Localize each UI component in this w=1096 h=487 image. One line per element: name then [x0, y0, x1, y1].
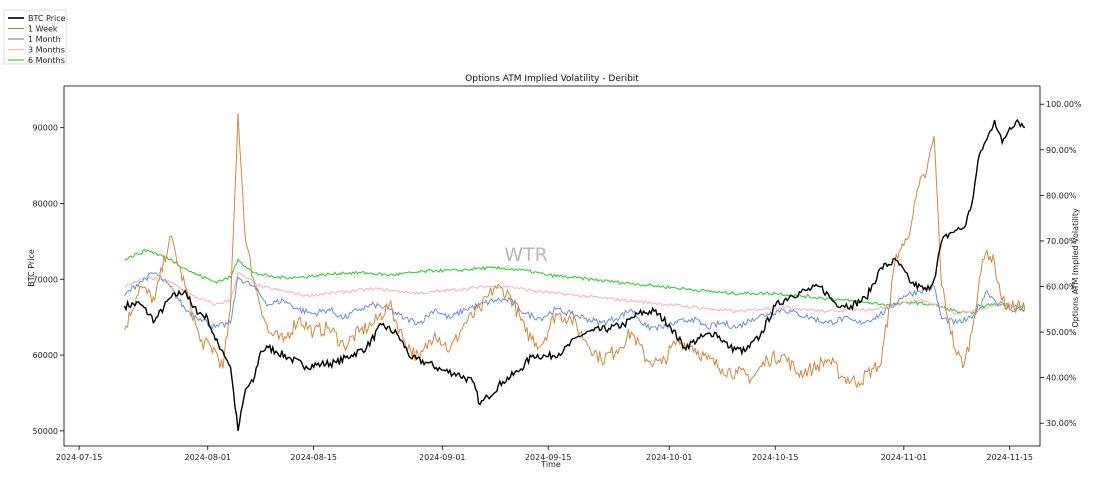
series-line-1-week — [124, 113, 1026, 389]
series-lines — [123, 113, 1026, 431]
y-right-tick-label: 50.00% — [1046, 328, 1077, 337]
series-line-btc-price — [123, 118, 1026, 431]
chart-title: Options ATM Implied Volatility - Deribit — [465, 74, 639, 84]
y-right-tick-label: 90.00% — [1046, 146, 1077, 155]
x-tick-label: 2024-10-15 — [752, 453, 799, 462]
y-right-tick-label: 80.00% — [1046, 191, 1077, 200]
y-right-tick-label: 60.00% — [1046, 283, 1077, 292]
x-tick-label: 2024-08-01 — [185, 453, 232, 462]
y-left-tick-label: 50000 — [33, 427, 58, 436]
series-line-3-months — [124, 272, 1026, 316]
y-axis-left-title: BTC Price — [27, 249, 36, 287]
legend-label-3-months: 3 Months — [28, 46, 65, 55]
x-tick-label: 2024-09-15 — [525, 453, 572, 462]
y-left-tick-label: 70000 — [33, 275, 58, 284]
x-tick-label: 2024-07-15 — [56, 453, 103, 462]
legend-label-6-months: 6 Months — [28, 56, 65, 65]
x-tick-label: 2024-09-01 — [419, 453, 466, 462]
series-line-6-months — [124, 248, 1026, 315]
x-axis-title: Time — [540, 460, 561, 469]
x-tick-label: 2024-11-01 — [881, 453, 928, 462]
series-line-1-month — [124, 272, 1026, 332]
watermark: WTR — [504, 244, 548, 266]
x-tick-label: 2024-11-15 — [986, 453, 1033, 462]
x-axis: 2024-07-15 2024-08-01 2024-08-15 2024-09-01… — [56, 446, 1033, 462]
legend-box — [3, 9, 67, 65]
legend: BTC Price 1 Week 1 Month 3 Months 6 Mont… — [3, 9, 67, 65]
y-left-tick-label: 90000 — [33, 124, 58, 133]
legend-label-btc-price: BTC Price — [28, 14, 66, 23]
y-axis-left: 50000 60000 70000 80000 90000 — [33, 124, 64, 436]
x-tick-label: 2024-10-01 — [646, 453, 693, 462]
x-tick-label: 2024-08-15 — [290, 453, 337, 462]
legend-label-1-month: 1 Month — [28, 35, 61, 44]
legend-label-1-week: 1 Week — [28, 25, 58, 34]
y-right-tick-label: 70.00% — [1046, 237, 1077, 246]
y-axis-right: 30.00% 40.00% 50.00% 60.00% 70.00% 80.00% 90.0… — [1040, 100, 1082, 428]
y-left-tick-label: 80000 — [33, 199, 58, 208]
y-right-tick-label: 40.00% — [1046, 374, 1077, 383]
y-right-tick-label: 30.00% — [1046, 419, 1077, 428]
plot-frame — [63, 85, 1041, 447]
y-axis-right-title: Options ATM Implied Volatility — [1071, 208, 1080, 328]
y-right-tick-label: 100.00% — [1046, 100, 1082, 109]
y-left-tick-label: 60000 — [33, 351, 58, 360]
